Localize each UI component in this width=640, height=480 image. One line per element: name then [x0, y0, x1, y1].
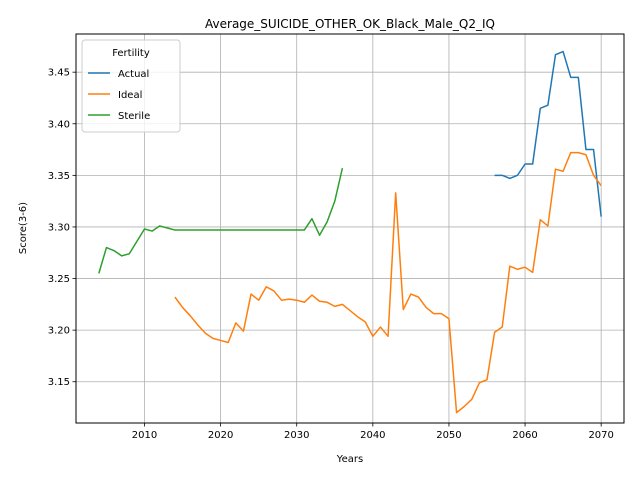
legend-box: [81, 39, 181, 133]
series-line-sterile: [98, 167, 344, 274]
x-tick-label: 2030: [284, 430, 309, 441]
legend: Fertility Actual Ideal Sterile: [81, 39, 181, 133]
plot-frame: [75, 33, 625, 424]
series-line-ideal: [174, 151, 602, 414]
axis-ticks: 2010 2020 2030 2040 2050 2060 2070 3.15 3.20 3.25…: [48, 68, 614, 441]
series-line-actual: [494, 50, 602, 217]
x-tick-label: 2010: [132, 430, 157, 441]
x-tick-label: 2060: [512, 430, 537, 441]
x-tick-label: 2050: [436, 430, 461, 441]
x-axis-label: Years: [336, 454, 363, 465]
series-lines: [98, 50, 602, 414]
y-tick-label: 3.35: [48, 171, 70, 182]
legend-label-sterile: Sterile: [118, 111, 150, 122]
y-axis-label: Score(3-6): [18, 202, 29, 254]
y-tick-label: 3.40: [48, 119, 70, 130]
legend-label-actual: Actual: [118, 69, 149, 80]
x-tick-label: 2070: [588, 430, 613, 441]
y-tick-label: 3.45: [48, 68, 70, 79]
chart-title: Average_SUICIDE_OTHER_OK_Black_Male_Q2_I…: [205, 17, 495, 31]
y-tick-label: 3.25: [48, 274, 70, 285]
y-tick-label: 3.30: [48, 222, 70, 233]
legend-label-ideal: Ideal: [118, 90, 142, 101]
x-tick-label: 2040: [360, 430, 385, 441]
legend-title: Fertility: [112, 48, 150, 59]
legend-entries: Actual Ideal Sterile: [88, 69, 150, 122]
y-tick-label: 3.20: [48, 326, 70, 337]
y-tick-label: 3.15: [48, 377, 70, 388]
x-tick-label: 2020: [208, 430, 233, 441]
